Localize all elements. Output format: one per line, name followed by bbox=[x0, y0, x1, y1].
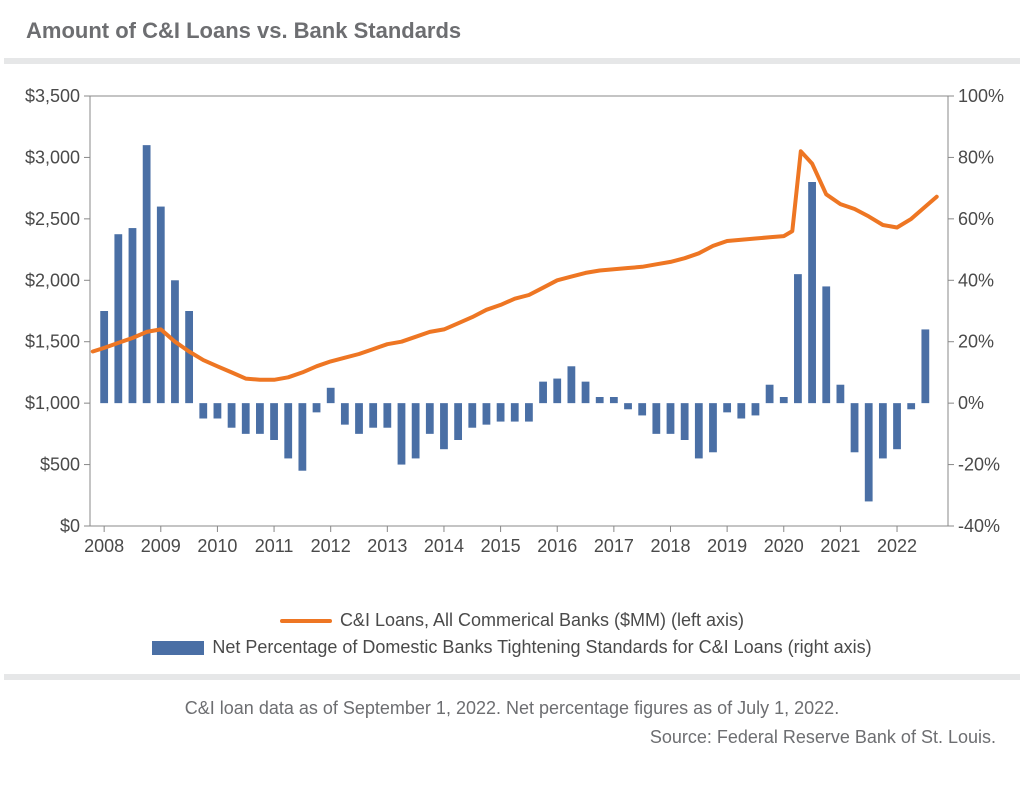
svg-text:100%: 100% bbox=[958, 86, 1004, 106]
svg-text:$1,000: $1,000 bbox=[25, 393, 80, 413]
svg-text:40%: 40% bbox=[958, 270, 994, 290]
svg-text:$2,000: $2,000 bbox=[25, 270, 80, 290]
legend: C&I Loans, All Commerical Banks ($MM) (l… bbox=[0, 610, 1024, 658]
svg-text:2010: 2010 bbox=[197, 536, 237, 556]
svg-text:2022: 2022 bbox=[877, 536, 917, 556]
svg-text:2015: 2015 bbox=[481, 536, 521, 556]
footer-source: Source: Federal Reserve Bank of St. Loui… bbox=[0, 727, 1024, 748]
svg-text:$0: $0 bbox=[60, 516, 80, 536]
svg-text:2009: 2009 bbox=[141, 536, 181, 556]
svg-text:2016: 2016 bbox=[537, 536, 577, 556]
footer-note: C&I loan data as of September 1, 2022. N… bbox=[0, 694, 1024, 723]
svg-text:$2,500: $2,500 bbox=[25, 209, 80, 229]
svg-text:$3,500: $3,500 bbox=[25, 86, 80, 106]
svg-text:-40%: -40% bbox=[958, 516, 1000, 536]
svg-text:2008: 2008 bbox=[84, 536, 124, 556]
svg-text:60%: 60% bbox=[958, 209, 994, 229]
svg-text:2012: 2012 bbox=[311, 536, 351, 556]
svg-text:2021: 2021 bbox=[820, 536, 860, 556]
legend-swatch-bar bbox=[152, 641, 204, 655]
legend-item-line: C&I Loans, All Commerical Banks ($MM) (l… bbox=[0, 610, 1024, 631]
divider-top bbox=[4, 58, 1020, 64]
chart-container: $0 $500 $1,000 $1,500 $2,000 $2,500 $3,000 $3,5… bbox=[18, 76, 1006, 596]
svg-text:80%: 80% bbox=[958, 147, 994, 167]
chart-title: Amount of C&I Loans vs. Bank Standards bbox=[0, 0, 1024, 58]
svg-text:2019: 2019 bbox=[707, 536, 747, 556]
legend-label-bar: Net Percentage of Domestic Banks Tighten… bbox=[212, 637, 871, 658]
svg-text:2011: 2011 bbox=[255, 536, 294, 556]
svg-text:$3,000: $3,000 bbox=[25, 147, 80, 167]
svg-text:0%: 0% bbox=[958, 393, 984, 413]
legend-label-line: C&I Loans, All Commerical Banks ($MM) (l… bbox=[340, 610, 744, 631]
legend-item-bar: Net Percentage of Domestic Banks Tighten… bbox=[0, 637, 1024, 658]
combo-chart: $0 $500 $1,000 $1,500 $2,000 $2,500 $3,000 $3,5… bbox=[18, 76, 1006, 596]
legend-swatch-line bbox=[280, 619, 332, 623]
svg-text:20%: 20% bbox=[958, 332, 994, 352]
svg-text:$1,500: $1,500 bbox=[25, 332, 80, 352]
svg-text:-20%: -20% bbox=[958, 455, 1000, 475]
divider-bottom bbox=[4, 674, 1020, 680]
svg-text:$500: $500 bbox=[40, 455, 80, 475]
svg-text:2018: 2018 bbox=[650, 536, 690, 556]
svg-text:2020: 2020 bbox=[764, 536, 804, 556]
svg-text:2017: 2017 bbox=[594, 536, 634, 556]
svg-text:2013: 2013 bbox=[367, 536, 407, 556]
svg-text:2014: 2014 bbox=[424, 536, 464, 556]
